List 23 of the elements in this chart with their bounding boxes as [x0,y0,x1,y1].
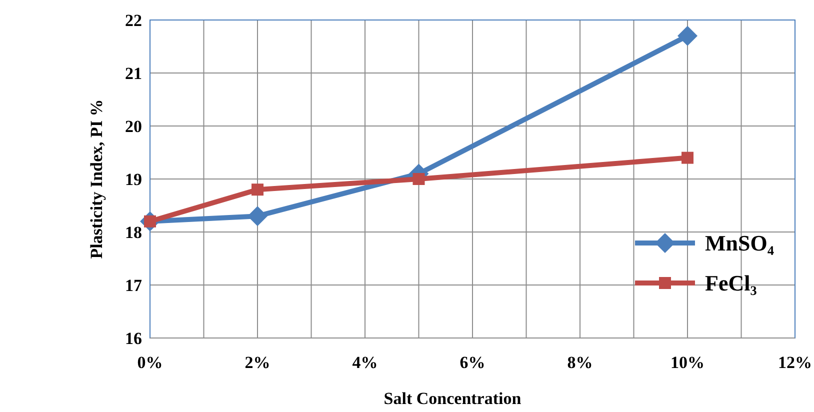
y-tick-label: 17 [125,276,142,295]
x-tick-label: 0% [137,353,163,372]
x-tick-label: 4% [352,353,378,372]
y-tick-label: 16 [125,328,142,348]
legend-label: MnSO₄ [705,230,774,256]
y-tick-label: 18 [125,222,142,242]
y-tick-label: 20 [125,116,142,136]
y-axis-title: Plasticity Index, PI % [87,99,106,259]
point [248,206,268,226]
x-tick-label: 10% [670,353,704,372]
x-tick-label: 8% [567,353,593,372]
y-tick-label: 22 [125,10,142,30]
point [678,26,698,46]
x-axis-title: Salt Concentration [384,389,522,408]
legend-label: FeCl₃ [705,270,758,296]
y-tick-label: 21 [125,64,142,83]
x-tick-label: 6% [460,353,486,372]
x-tick-label: 2% [244,353,270,372]
x-tick-label: 12% [778,353,812,372]
point [412,173,425,185]
point [682,152,694,164]
y-tick-label: 19 [125,170,142,189]
point [252,184,264,196]
